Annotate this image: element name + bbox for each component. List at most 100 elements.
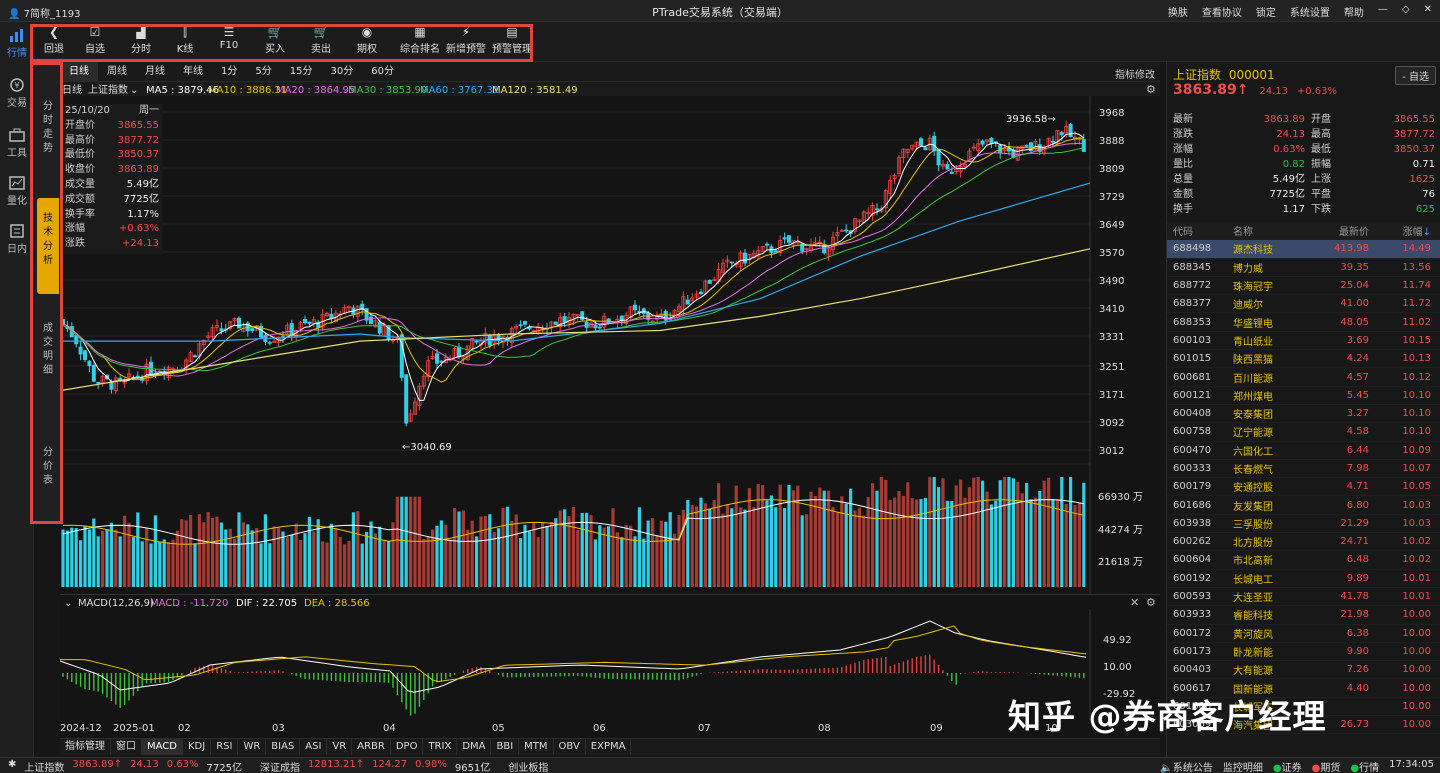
table-row[interactable]: 600121 郑州煤电 5.45 10.10 — [1167, 387, 1440, 405]
macd-chart[interactable]: ⌄ MACD(12,26,9) MACD : -11.720 DIF : 22.705… — [59, 594, 1160, 721]
indicator-tab[interactable]: WR — [238, 739, 267, 755]
nav-trade[interactable]: ¥ 交易 — [0, 78, 34, 109]
kline-button[interactable]: ⫿ K线 — [170, 25, 200, 55]
indicator-tab[interactable]: BIAS — [266, 739, 301, 755]
indicator-modify-button[interactable]: 指标修改 — [1115, 70, 1155, 81]
table-row[interactable]: 600470 六国化工 6.44 10.09 — [1167, 442, 1440, 460]
indicator-tab[interactable]: RSI — [211, 739, 239, 755]
table-row[interactable]: 600262 北方股份 24.71 10.02 — [1167, 533, 1440, 552]
indicator-tab[interactable]: DMA — [457, 739, 492, 755]
gear-icon[interactable]: ⚙ — [1146, 83, 1156, 96]
period-tab[interactable]: 15分 — [289, 66, 313, 77]
period-tab[interactable]: 年线 — [183, 66, 203, 77]
menu-lock[interactable]: 锁定 — [1255, 8, 1276, 19]
tab-technical[interactable]: 技术分析 — [37, 198, 59, 294]
gear-icon[interactable]: ⚙ — [1146, 596, 1156, 609]
period-tab[interactable]: 日线 — [60, 62, 98, 81]
user-name[interactable]: 👤 7简称_1193 — [8, 9, 81, 20]
table-row[interactable]: 601686 友发集团 6.80 10.03 — [1167, 496, 1440, 515]
status-announce[interactable]: 🔈系统公告 — [1160, 763, 1213, 773]
status-monitor[interactable]: 监控明细 — [1222, 763, 1263, 773]
indicator-tab[interactable]: ARBR — [352, 739, 391, 755]
timeshare-button[interactable]: ▟ 分时 — [126, 25, 156, 55]
table-row[interactable]: 600103 青山纸业 3.69 10.15 — [1167, 332, 1440, 351]
buy-button[interactable]: 🛒 买入 — [260, 25, 290, 55]
table-row[interactable]: 600403 大有能源 7.26 10.00 — [1167, 661, 1440, 680]
collapse-icon[interactable]: ⌄ — [64, 598, 72, 609]
table-row[interactable]: 600333 长春燃气 7.98 10.07 — [1167, 460, 1440, 479]
alert-add-button[interactable]: ⚡ 新增预警 — [446, 25, 486, 55]
f10-button[interactable]: ☰ F10 — [214, 25, 244, 51]
tab-price-table[interactable]: 分价表 — [43, 447, 53, 486]
option-button[interactable]: ◉ 期权 — [352, 25, 382, 55]
sell-button[interactable]: 🛒 卖出 — [306, 25, 336, 55]
menu-agreement[interactable]: 查看协议 — [1201, 8, 1242, 19]
table-row[interactable]: 600681 百川能源 4.57 10.12 — [1167, 368, 1440, 387]
indicator-tab[interactable]: TRIX — [423, 739, 458, 755]
period-tab[interactable]: 60分 — [371, 66, 394, 77]
status-market[interactable]: ●行情 — [1350, 763, 1380, 773]
alert-manage-button[interactable]: ▤ 预警管理 — [492, 25, 532, 55]
table-row[interactable]: 600593 大连圣亚 41.78 10.01 — [1167, 588, 1440, 607]
indicator-tab[interactable]: MTM — [519, 739, 554, 755]
price-tick: 3729 — [1099, 192, 1124, 203]
minimize-icon[interactable]: — — [1377, 4, 1388, 15]
table-row[interactable]: 688377 迪威尔 41.00 11.72 — [1167, 295, 1440, 314]
index-ticker[interactable]: ✱ 上证指数 3863.89↑ 24.13 0.63% 7725亿 深证成指 1… — [8, 759, 549, 773]
table-row[interactable]: 600617 国新能源 4.40 10.00 — [1167, 679, 1440, 698]
nav-tools[interactable]: 工具 — [0, 128, 34, 159]
nav-intraday[interactable]: 日内 — [0, 224, 34, 255]
indicator-tab[interactable]: EXPMA — [586, 739, 632, 755]
period-tab[interactable]: 5分 — [255, 66, 272, 77]
table-row[interactable]: 601015 陕西黑猫 4.24 10.13 — [1167, 350, 1440, 369]
kline-chart[interactable]: 日线 上证指数 ⌄ MA5 : 3879.46 MA10 : 3886.31 MA20 :… — [59, 82, 1160, 594]
favorite-button[interactable]: ☑ 自选 — [80, 25, 110, 55]
period-tab[interactable]: 30分 — [330, 66, 354, 77]
table-row[interactable]: 688353 华盛锂电 48.05 11.02 — [1167, 313, 1440, 332]
table-row[interactable]: 600758 辽宁能源 4.58 10.10 — [1167, 423, 1440, 442]
remove-favorite-button[interactable]: - 自选 — [1395, 66, 1436, 85]
ranking-button[interactable]: ▦ 综合排名 — [400, 25, 440, 55]
close-icon[interactable]: ✕ — [1130, 596, 1139, 609]
period-tab[interactable]: 1分 — [221, 66, 238, 77]
status-securities[interactable]: ●证券 — [1272, 763, 1302, 773]
back-button[interactable]: ❮ 回退 — [40, 25, 68, 55]
indicator-tab[interactable]: DPO — [391, 739, 424, 755]
menu-settings[interactable]: 系统设置 — [1289, 8, 1330, 19]
table-row[interactable]: 600604 市北高新 6.48 10.02 — [1167, 551, 1440, 570]
period-tab[interactable]: 月线 — [145, 66, 165, 77]
table-row[interactable]: 688345 博力威 39.35 13.56 — [1167, 259, 1440, 277]
table-row[interactable]: 601606 长城军工 10.00 — [1167, 698, 1440, 717]
menu-skin[interactable]: 换肤 — [1167, 8, 1188, 19]
table-row[interactable]: 600408 安泰集团 3.27 10.10 — [1167, 405, 1440, 424]
table-row[interactable]: 603933 睿能科技 21.98 10.00 — [1167, 606, 1440, 625]
table-row[interactable]: 600173 卧龙新能 9.90 10.00 — [1167, 643, 1440, 662]
tab-timeshare[interactable]: 分时走势 — [43, 101, 53, 154]
maximize-icon[interactable]: ◇ — [1401, 4, 1410, 15]
table-row[interactable]: 600192 长城电工 9.89 10.01 — [1167, 570, 1440, 588]
table-row[interactable]: 603069 海汽集团 26.73 10.00 — [1167, 716, 1440, 735]
nav-quant[interactable]: 量化 — [0, 176, 34, 207]
table-row[interactable]: 603938 三孚股份 21.29 10.03 — [1167, 515, 1440, 534]
indicator-tab[interactable]: 窗口 — [111, 739, 142, 755]
symbol-select[interactable]: 上证指数 — [88, 83, 128, 96]
table-row[interactable]: 688498 源杰科技 413.98 14.49 — [1167, 240, 1440, 259]
indicator-tab[interactable]: VR — [327, 739, 353, 755]
tab-trades[interactable]: 成交明细 — [43, 323, 53, 376]
table-row[interactable]: 688772 珠海冠宇 25.04 11.74 — [1167, 277, 1440, 296]
indicator-tab[interactable]: BBI — [491, 739, 520, 755]
indicator-tab[interactable]: MACD — [142, 739, 183, 755]
menu-help[interactable]: 帮助 — [1343, 8, 1364, 19]
indicator-tab[interactable]: OBV — [554, 739, 586, 755]
table-row[interactable]: 600179 安通控股 4.71 10.05 — [1167, 478, 1440, 497]
indicator-tab[interactable]: ASI — [300, 739, 328, 755]
status-futures[interactable]: ●期货 — [1311, 763, 1341, 773]
period-tab[interactable]: 周线 — [107, 66, 127, 77]
indicator-tab[interactable]: KDJ — [183, 739, 212, 755]
close-icon[interactable]: ✕ — [1423, 4, 1432, 15]
sort-pct-header[interactable]: 涨幅↓ — [1402, 227, 1431, 239]
nav-market[interactable]: 行情 — [0, 28, 34, 59]
indicator-tab[interactable]: 指标管理 — [60, 739, 111, 755]
table-row[interactable]: 600172 黄河旋风 6.38 10.00 — [1167, 625, 1440, 643]
volume-bar — [761, 485, 765, 587]
